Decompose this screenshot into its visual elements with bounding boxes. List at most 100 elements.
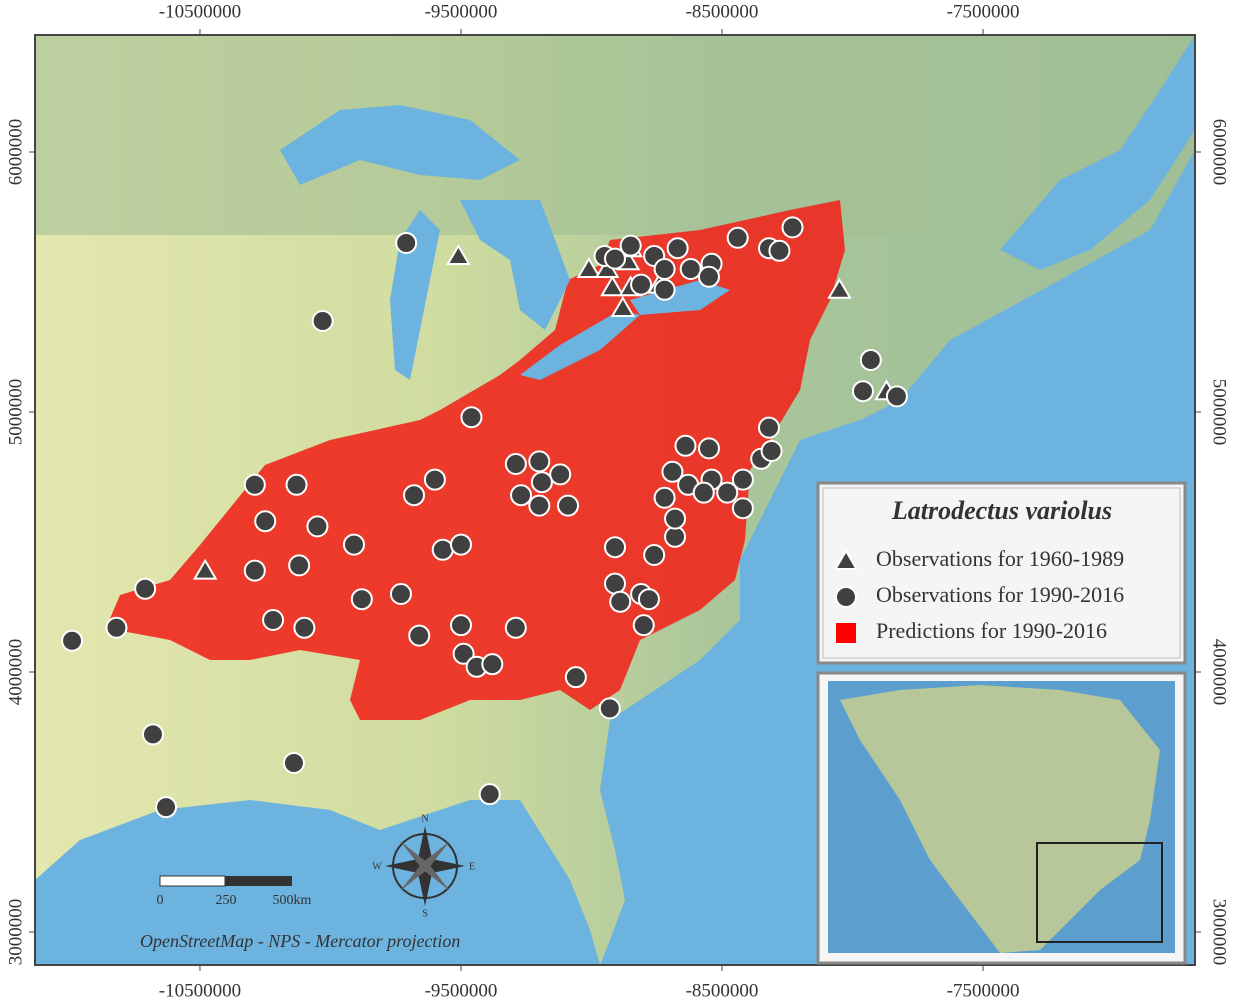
- x-tick-label: -10500000: [159, 980, 241, 1001]
- prediction-area: [106, 200, 845, 720]
- observation-point: [697, 437, 720, 460]
- observation-point: [637, 588, 660, 611]
- observation-point: [666, 237, 689, 260]
- observation-point: [431, 538, 454, 561]
- compass: N E S W: [372, 813, 475, 919]
- observation-point: [653, 278, 676, 301]
- x-tick-label: -9500000: [425, 980, 498, 1001]
- observation-point: [827, 277, 852, 299]
- observation-point: [423, 468, 446, 491]
- observation-point: [643, 543, 666, 566]
- scale-label: 250: [216, 893, 237, 908]
- observation-point: [350, 588, 373, 611]
- observation-point: [653, 257, 676, 280]
- legend-symbol: [833, 549, 859, 570]
- observation-point: [679, 257, 702, 280]
- observation-point: [731, 497, 754, 520]
- scale-segment: [159, 875, 226, 887]
- lake-huron: [460, 200, 570, 330]
- observation-point: [449, 614, 472, 637]
- observation-point: [155, 796, 178, 819]
- observation-point: [478, 783, 501, 806]
- compass-e: E: [469, 861, 475, 872]
- x-tick-label: -7500000: [947, 980, 1020, 1001]
- observation-point: [781, 216, 804, 239]
- scale-segment: [225, 876, 292, 886]
- inset-land: [840, 685, 1160, 953]
- observation-point: [460, 406, 483, 429]
- observation-point: [504, 452, 527, 475]
- observation-point: [285, 473, 308, 496]
- legend: Latrodectus variolus Observations for 19…: [816, 481, 1187, 665]
- observation-point: [851, 380, 874, 403]
- compass-w: W: [372, 861, 382, 872]
- attribution: OpenStreetMap - NPS - Mercator projectio…: [140, 931, 460, 951]
- observation-point: [726, 226, 749, 249]
- x-tick-label: -9500000: [425, 1, 498, 22]
- map-frame: [34, 34, 1196, 966]
- observation-point: [243, 473, 266, 496]
- observation-point: [481, 653, 504, 676]
- observation-point: [288, 554, 311, 577]
- observation-point: [731, 468, 754, 491]
- scale-label: 0: [157, 893, 164, 908]
- observation-point: [105, 616, 128, 639]
- legend-label: Predictions for 1990-2016: [876, 618, 1107, 643]
- observation-point: [653, 486, 676, 509]
- observation-point: [610, 296, 636, 317]
- observation-point: [674, 434, 697, 457]
- scale-label: 500km: [273, 893, 312, 908]
- observation-point: [692, 481, 715, 504]
- observation-point: [576, 257, 602, 278]
- observation-point: [342, 533, 365, 556]
- observation-point: [661, 460, 684, 483]
- observation-point: [600, 275, 625, 297]
- y-tick-label: 6000000: [1209, 119, 1230, 186]
- lake-erie: [520, 310, 640, 380]
- observation-point: [449, 533, 472, 556]
- observation-point: [311, 309, 334, 332]
- observation-point: [630, 273, 653, 296]
- observation-point: [293, 616, 316, 639]
- scale-bar: 0 250 500km: [157, 875, 312, 908]
- observation-point: [604, 536, 626, 559]
- observation-point: [282, 751, 305, 774]
- lake-superior: [280, 105, 520, 185]
- gulf-st-lawrence: [1000, 35, 1195, 270]
- observation-point: [528, 450, 551, 473]
- legend-symbol: [835, 586, 857, 608]
- y-tick-label: 5000000: [1209, 379, 1230, 446]
- observation-point: [306, 515, 329, 538]
- legend-symbol: [836, 623, 856, 643]
- inset-extent: [1036, 842, 1163, 943]
- observation-point: [530, 471, 553, 494]
- legend-label: Observations for 1960-1989: [876, 546, 1124, 571]
- observation-point: [564, 666, 587, 689]
- observation-point: [510, 484, 533, 507]
- compass-s: S: [422, 908, 428, 919]
- observation-point: [446, 244, 471, 265]
- observation-point: [664, 525, 687, 548]
- observation-point: [403, 484, 426, 507]
- y-tick-label: 3000000: [1209, 899, 1230, 966]
- observation-point: [262, 608, 285, 631]
- legend-label: Observations for 1990-2016: [876, 582, 1124, 607]
- y-tick-label: 6000000: [5, 119, 26, 186]
- forest: [35, 35, 1195, 235]
- observation-point: [549, 463, 572, 486]
- y-tick-label: 5000000: [5, 379, 26, 446]
- y-tick-label: 4000000: [1209, 639, 1230, 706]
- observation-point: [254, 510, 277, 533]
- observation-point: [452, 642, 475, 665]
- observation-point: [859, 348, 882, 371]
- lake-ontario: [630, 280, 730, 315]
- legend-inner: [822, 487, 1181, 659]
- observations: [61, 216, 908, 819]
- observation-point: [609, 590, 632, 613]
- compass-star: [400, 841, 450, 891]
- gulf: [35, 800, 600, 965]
- observation-point: [528, 494, 551, 517]
- observation-point: [758, 416, 781, 439]
- x-tick-label: -7500000: [947, 1, 1020, 22]
